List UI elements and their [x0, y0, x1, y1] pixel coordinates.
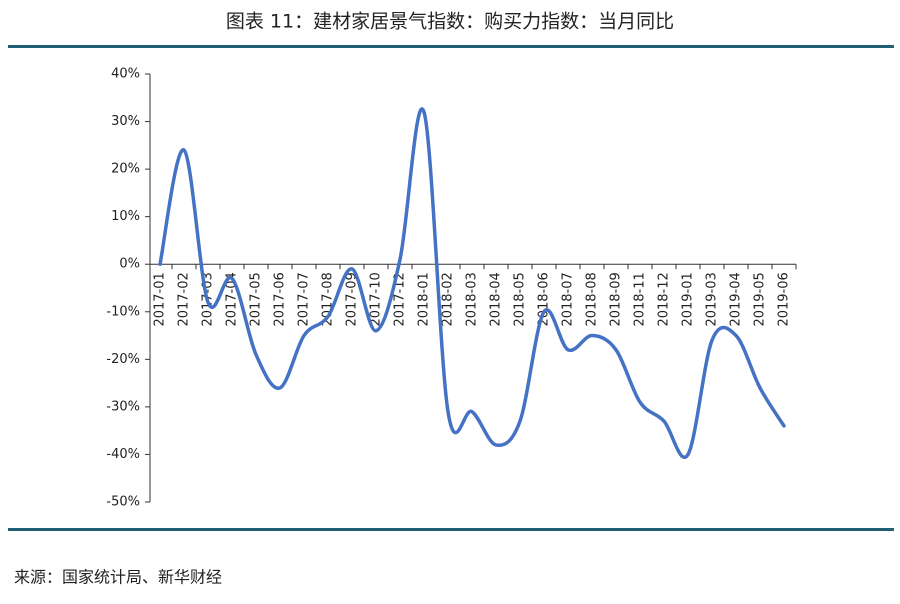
y-tick-label: 30%	[111, 114, 140, 129]
y-tick-label: -30%	[106, 399, 140, 414]
y-tick-label: -40%	[106, 447, 140, 462]
x-tick-label: 2018-09	[609, 272, 624, 326]
y-tick-label: -10%	[106, 304, 140, 319]
x-tick-label: 2019-06	[777, 272, 792, 326]
x-tick-label: 2019-05	[753, 272, 768, 326]
x-tick-label: 2018-06	[537, 272, 552, 326]
x-tick-label: 2018-07	[561, 272, 576, 326]
y-tick-label: 40%	[111, 67, 140, 82]
x-tick-label: 2018-03	[465, 272, 480, 326]
source-note: 来源：国家统计局、新华财经	[14, 568, 222, 587]
x-tick-label: 2018-12	[657, 272, 672, 326]
x-tick-label: 2019-04	[729, 272, 744, 326]
x-tick-label: 2019-01	[681, 272, 696, 326]
x-tick-label: 2018-08	[585, 272, 600, 326]
y-tick-label: 0%	[119, 257, 140, 272]
x-tick-label: 2017-12	[393, 272, 408, 326]
y-tick-label: 20%	[111, 162, 140, 177]
x-tick-label: 2017-01	[153, 272, 168, 326]
x-tick-label: 2018-02	[441, 272, 456, 326]
chart-title: 图表 11：建材家居景气指数：购买力指数：当月同比	[226, 11, 674, 33]
top-rule	[8, 45, 894, 48]
data-line	[158, 107, 786, 459]
x-tick-label: 2018-11	[633, 272, 648, 326]
y-tick-label: -20%	[106, 352, 140, 367]
x-tick-label: 2017-07	[297, 272, 312, 326]
x-tick-label: 2019-03	[705, 272, 720, 326]
x-tick-label: 2018-01	[417, 272, 432, 326]
x-tick-label: 2018-05	[513, 272, 528, 326]
x-tick-label: 2017-09	[345, 272, 360, 326]
x-tick-label: 2017-05	[249, 272, 264, 326]
x-tick-label: 2017-10	[369, 272, 384, 326]
x-tick-label: 2017-02	[177, 272, 192, 326]
y-tick-label: -50%	[106, 495, 140, 510]
x-tick-label: 2018-04	[489, 272, 504, 326]
x-tick-label: 2017-06	[273, 272, 288, 326]
y-tick-label: 10%	[111, 209, 140, 224]
bottom-rule	[8, 528, 894, 531]
